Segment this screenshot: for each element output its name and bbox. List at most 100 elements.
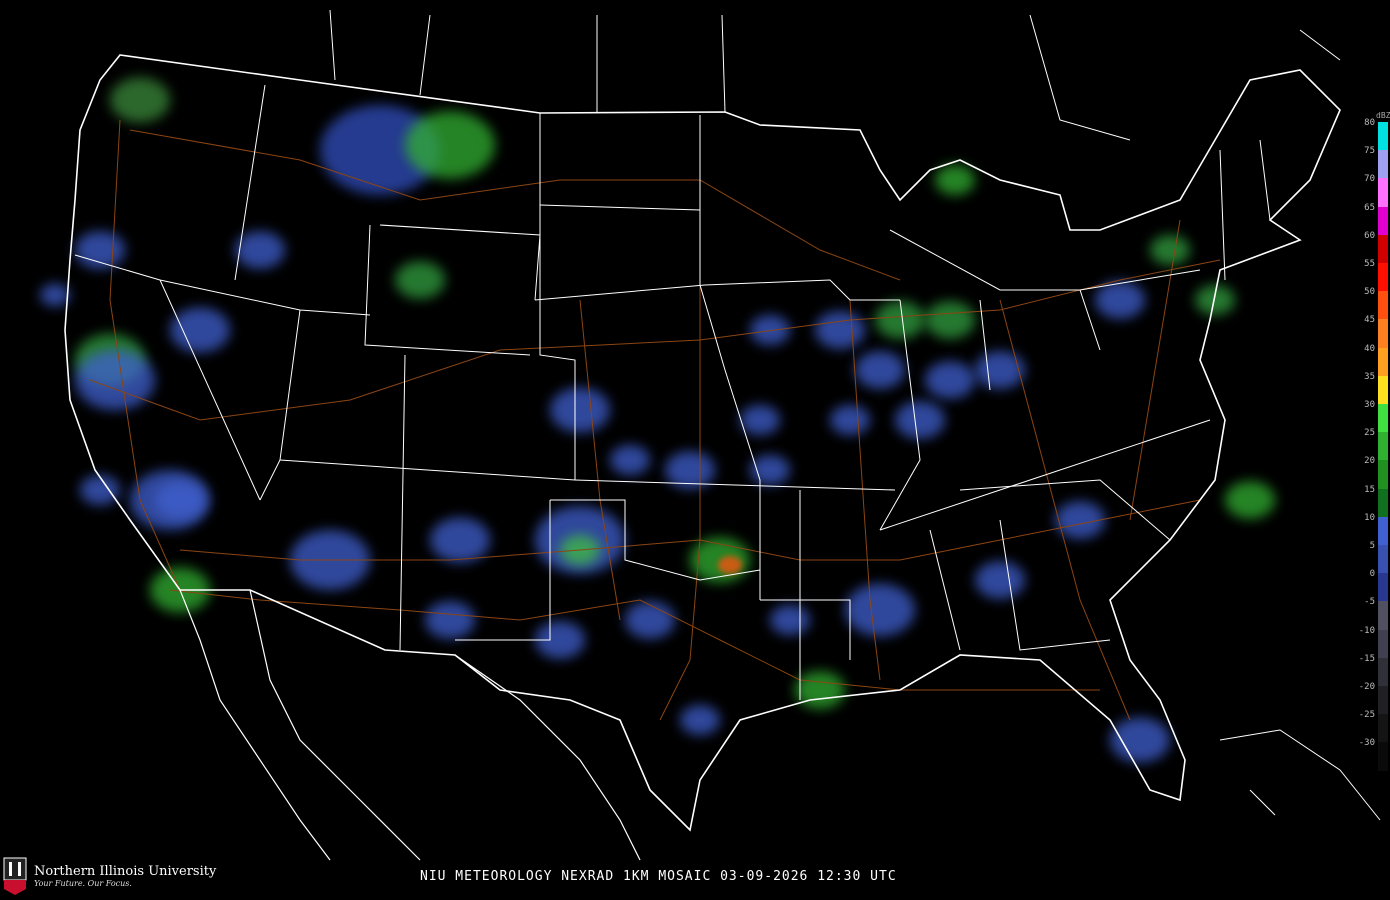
state-border	[1259, 139, 1271, 221]
radar-echo	[395, 261, 445, 299]
state-border	[539, 204, 701, 211]
map-caption: NIU METEOROLOGY NEXRAD 1KM MOSAIC 03-09-…	[420, 869, 897, 884]
radar-echo	[740, 405, 780, 435]
state-border	[889, 229, 1101, 351]
state-border	[999, 519, 1111, 651]
state-borders	[74, 84, 1271, 700]
radar-echo	[110, 77, 170, 123]
legend-label: 25	[1364, 428, 1375, 439]
radar-echo	[430, 517, 490, 563]
state-border	[879, 419, 1211, 531]
niu-shield-icon	[3, 857, 27, 895]
radar-echo	[815, 311, 865, 349]
highway	[179, 499, 1201, 561]
radar-echo	[1095, 281, 1145, 319]
radar-echo	[40, 283, 70, 307]
state-border	[279, 459, 576, 481]
radar-echo	[750, 315, 790, 345]
legend-label: -15	[1358, 653, 1375, 664]
us-outline	[64, 54, 1341, 832]
legend-swatch	[1378, 686, 1388, 715]
state-border	[879, 299, 921, 531]
state-border	[760, 599, 851, 660]
radar-echo	[895, 401, 945, 439]
legend-swatch	[1378, 601, 1388, 631]
legend-swatch	[1378, 178, 1388, 208]
canada-border-lines	[329, 9, 1341, 141]
state-border	[550, 499, 761, 581]
cuba-bahamas	[1219, 729, 1381, 821]
state-border	[699, 115, 761, 600]
legend-swatch	[1378, 488, 1388, 518]
legend-label: 65	[1364, 202, 1375, 213]
radar-echo	[680, 705, 720, 735]
highway	[1129, 219, 1181, 521]
radar-echo	[975, 351, 1025, 389]
highway	[89, 259, 1221, 421]
radar-echo	[80, 475, 120, 505]
legend-label: 50	[1364, 287, 1375, 298]
radar-echo	[770, 605, 810, 635]
radar-echo	[625, 601, 675, 639]
legend-swatch	[1378, 122, 1388, 151]
legend-swatch	[1378, 742, 1388, 772]
highway	[849, 299, 881, 681]
state-border	[929, 529, 961, 651]
legend-label: 10	[1364, 512, 1375, 523]
state-border	[455, 500, 551, 641]
legend-swatch	[1378, 206, 1388, 236]
state-border	[534, 284, 706, 301]
highway	[999, 299, 1131, 721]
legend-label: -25	[1358, 710, 1375, 721]
legend-label: 40	[1364, 343, 1375, 354]
legend-label: 15	[1364, 484, 1375, 495]
legend-swatch	[1378, 347, 1388, 377]
niu-logo: Northern Illinois University Your Future…	[2, 856, 216, 896]
radar-echo	[610, 445, 650, 475]
radar-echo	[535, 621, 585, 659]
legend-unit: dBZ	[1376, 111, 1390, 120]
radar-echo	[320, 105, 440, 195]
legend-label: 5	[1369, 541, 1375, 551]
highway	[659, 200, 701, 721]
radar-echo	[405, 111, 495, 179]
legend-label: -20	[1358, 682, 1375, 692]
state-border	[74, 254, 371, 316]
radar-echo	[718, 556, 742, 574]
legend-swatch	[1378, 545, 1388, 574]
legend-label: 20	[1364, 456, 1375, 467]
logo-name: Northern Illinois University	[34, 864, 217, 879]
radar-echo	[75, 350, 155, 410]
radar-echo	[855, 351, 905, 389]
radar-echo	[830, 405, 870, 435]
state-border	[979, 299, 991, 391]
state-border	[259, 309, 301, 501]
legend-swatch	[1378, 573, 1388, 602]
legend-label: 55	[1364, 259, 1375, 269]
radar-echo	[170, 307, 230, 353]
legend-label: 0	[1369, 569, 1375, 580]
state-border	[539, 113, 576, 480]
legend-swatch	[1378, 319, 1388, 349]
radar-echo	[925, 361, 975, 399]
highway	[129, 129, 901, 281]
legend-swatch	[1378, 714, 1388, 743]
legend-swatch	[1378, 460, 1388, 490]
legend-swatch	[1378, 375, 1388, 405]
radar-echo	[1110, 717, 1170, 763]
highway	[169, 589, 1100, 691]
state-border	[159, 279, 261, 501]
highway	[109, 119, 181, 591]
legend-swatch	[1378, 657, 1388, 687]
legend-label: 35	[1364, 371, 1375, 382]
radar-echo	[550, 387, 610, 433]
state-border	[704, 279, 900, 301]
state-border	[959, 479, 1171, 541]
legend-label: -5	[1364, 597, 1375, 608]
radar-echo	[75, 231, 125, 269]
legend-swatch	[1378, 629, 1388, 659]
legend-label: 45	[1364, 315, 1375, 326]
state-border	[1219, 149, 1226, 281]
state-border	[399, 354, 406, 651]
legend-label: 75	[1364, 146, 1375, 157]
